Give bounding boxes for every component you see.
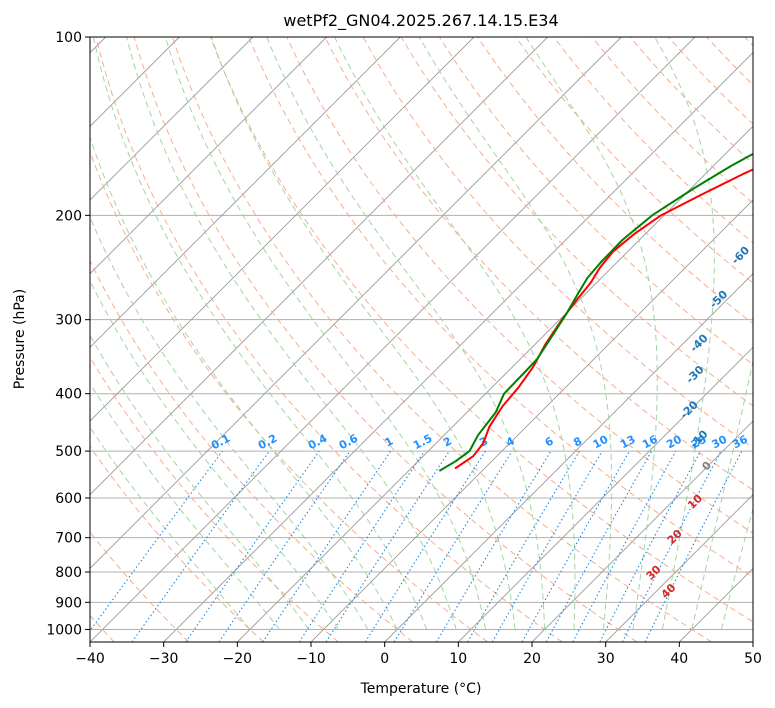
moist-adiabat-16 [210,37,516,630]
x-tick-label: −10 [296,651,326,667]
isotherm-20 [531,420,753,642]
x-tick-label: 10 [449,651,467,667]
x-tick-label: −20 [223,651,253,667]
dry-adiabat-70 [286,37,753,534]
y-tick-label: 300 [55,313,82,329]
dry-adiabat-50 [210,37,753,623]
isotherm--80 [90,37,401,348]
y-tick-label: 900 [55,595,82,611]
moist-adiabat-44 [720,506,753,630]
moist-adiabat--12 [90,334,310,630]
y-tick-label: 200 [55,208,82,224]
isotherm-0 [384,273,753,642]
mixing-ratio-line-13 [545,450,653,642]
moist-adiabat-0 [90,135,398,630]
mixing-ratio-line-8 [393,450,513,642]
isotherm--50 [90,37,622,569]
dry-adiabat-60 [248,37,753,578]
moist-adiabat-40 [691,358,753,630]
isotherm--90 [90,37,327,275]
isotherm--20 [237,125,753,642]
dry-adiabat--20 [90,445,264,642]
moist-adiabat-12 [164,37,487,630]
mixing-ratio-label: 16 [640,433,660,452]
isotherm--30 [163,52,753,642]
mixing-ratio-label: 10 [591,433,611,452]
x-tick-label: −30 [149,651,179,667]
dry-adiabat-130 [515,37,753,284]
moist-adiabat-20 [266,37,546,630]
y-tick-label: 100 [55,30,82,46]
mixing-ratio-line-2 [185,450,320,642]
x-axis-label: Temperature (°C) [360,681,482,697]
mixing-ratio-label: 36 [730,433,750,452]
mixing-ratio-line-3 [218,450,351,642]
dry-adiabat--10 [90,356,339,642]
y-tick-label: 700 [55,531,82,547]
moist-adiabat-36 [654,37,715,630]
y-tick-label: 400 [55,387,82,403]
dry-adiabat-40 [171,37,712,642]
dewpoint-profile-line [438,152,753,472]
isotherm-10 [458,346,753,642]
mixing-ratio-line-1 [131,450,270,642]
axes: −40 −30 −20 −10 0 10 20 30 40 50 1000 900 800 700 600 5… [46,30,762,667]
isotherm--100 [90,37,254,201]
x-tick-label: 50 [744,651,762,667]
plot-frame [89,36,754,643]
mixing-ratio-line-12 [521,450,630,642]
moist-adiabat--4 [90,215,369,630]
y-tick-label: 800 [55,565,82,581]
mixing-ratio-label: 25 [689,433,709,452]
moist-adiabat--16 [90,382,280,630]
moist-adiabat-32 [525,37,658,630]
x-tick-label: 20 [523,651,541,667]
x-tick-label: 0 [380,651,389,667]
mixing-ratio-line-0 [90,450,223,632]
mixing-ratio-line-6 [325,450,450,642]
mixing-ratio-label: 30 [710,433,730,452]
y-tick-label: 1000 [46,622,82,638]
moist-adiabat--8 [90,279,339,630]
moist-adiabat-28 [418,37,613,630]
dry-adiabat-20 [95,37,563,642]
moist-adiabat-8 [126,37,457,630]
chart-title: wetPf2_GN04.2025.267.14.15.E34 [283,11,558,31]
mixing-ratio-line-14 [572,450,677,642]
y-axis-label: Pressure (hPa) [12,289,28,389]
moist-adiabat--20 [90,426,251,630]
mixing-ratio-label: 13 [618,433,638,452]
isotherm-30 [605,494,753,642]
plot-area: 0.10.20.40.611.52346810131620253036-100-… [90,37,753,642]
isotherm--40 [90,37,696,642]
y-tick-label: 500 [55,444,82,460]
mixing-ratio-line-17 [644,450,743,642]
x-tick-label: 40 [670,651,688,667]
mixing-ratio-line-5 [298,450,425,642]
dry-adiabat-0 [90,259,414,642]
x-tick-label: −40 [75,651,105,667]
x-tick-label: 30 [597,651,615,667]
dry-adiabat-80 [324,37,753,491]
moist-adiabat-4 [92,37,428,630]
isotherm--60 [90,37,548,496]
y-tick-label: 600 [55,491,82,507]
temperature-profile-line [454,168,753,470]
mixing-ratio-line-4 [262,450,392,642]
mixing-ratio-label: 20 [664,433,684,452]
isotherm--70 [90,37,475,422]
